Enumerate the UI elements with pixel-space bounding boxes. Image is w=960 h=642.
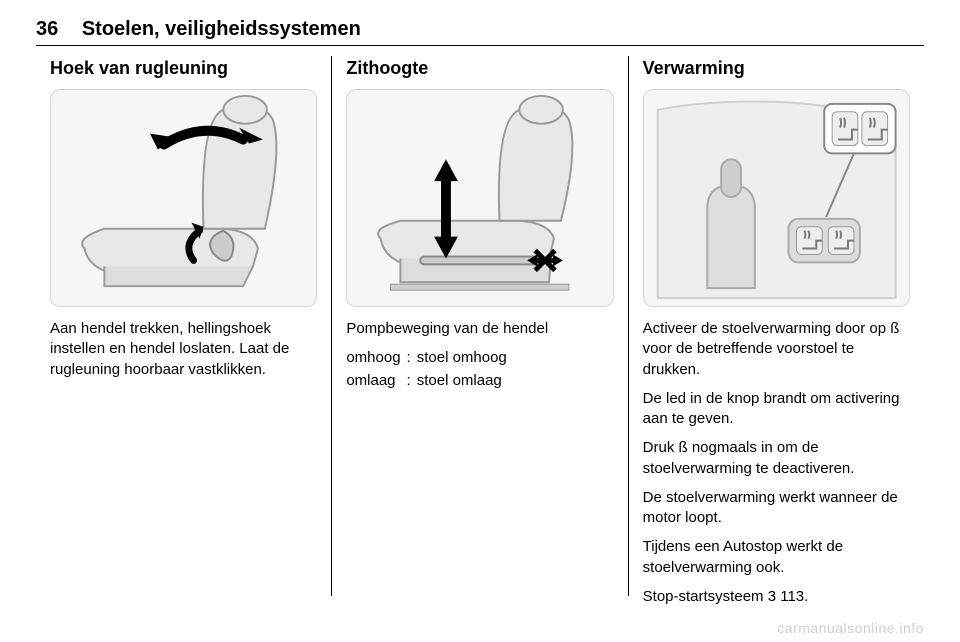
chapter-title: Stoelen, veiligheidssystemen	[82, 18, 361, 40]
def-colon: :	[407, 371, 411, 391]
column-backrest: Hoek van rugleuning	[36, 56, 331, 596]
column-heating: Verwarming	[628, 56, 924, 596]
illustration-heating	[643, 89, 910, 307]
seat-backrest-svg	[51, 90, 316, 306]
paragraph: Stop-startsysteem 3 113.	[643, 587, 910, 607]
body-text-seat-height: Pompbeweging van de hendel omhoog : stoe…	[346, 319, 613, 391]
text-run: voor de betreffende voorstoel te drukken…	[643, 340, 855, 377]
text-run: Druk	[643, 439, 679, 456]
seat-height-svg	[347, 90, 612, 306]
text-run: .	[804, 588, 808, 605]
def-def: stoel omhoog	[417, 348, 614, 368]
section-title-heating: Verwarming	[643, 58, 910, 79]
heating-svg	[644, 90, 909, 306]
section-title-seat-height: Zithoogte	[346, 58, 613, 79]
text-run: Stop-startsysteem	[643, 588, 768, 605]
paragraph: Druk ß nogmaals in om de stoelverwarming…	[643, 438, 910, 479]
illustration-backrest	[50, 89, 317, 307]
paragraph: Activeer de stoelverwarming door op ß vo…	[643, 319, 910, 380]
body-text-backrest: Aan hendel trekken, hellingshoek instell…	[50, 319, 317, 380]
section-title-backrest: Hoek van rugleuning	[50, 58, 317, 79]
text-run: Activeer de stoelverwarming door op	[643, 320, 891, 337]
watermark: carmanualsonline.info	[777, 620, 924, 636]
header-rule	[36, 45, 924, 46]
def-term: omhoog	[346, 348, 400, 368]
column-seat-height: Zithoogte	[331, 56, 627, 596]
paragraph: De stoelverwarming werkt wanneer de moto…	[643, 488, 910, 529]
manual-page: 36 Stoelen, veiligheidssystemen Hoek van…	[0, 0, 960, 642]
paragraph: De led in de knop brandt om activering a…	[643, 389, 910, 430]
page-header: 36 Stoelen, veiligheidssystemen	[36, 18, 924, 41]
paragraph: Tijdens een Autostop werkt de stoelverwa…	[643, 537, 910, 578]
page-ref: 3 113	[768, 588, 804, 605]
columns: Hoek van rugleuning	[36, 56, 924, 596]
def-colon: :	[407, 348, 411, 368]
def-term: omlaag	[346, 371, 400, 391]
body-text-heating: Activeer de stoelverwarming door op ß vo…	[643, 319, 910, 607]
seat-heat-icon: ß	[890, 320, 899, 337]
definition-list: omhoog : stoel omhoog omlaag : stoel oml…	[346, 348, 613, 391]
paragraph: Aan hendel trekken, hellingshoek instell…	[50, 319, 317, 380]
seat-heat-icon: ß	[679, 439, 688, 456]
paragraph: Pompbeweging van de hendel	[346, 319, 613, 339]
page-number: 36	[36, 18, 58, 41]
illustration-seat-height	[346, 89, 613, 307]
def-def: stoel omlaag	[417, 371, 614, 391]
